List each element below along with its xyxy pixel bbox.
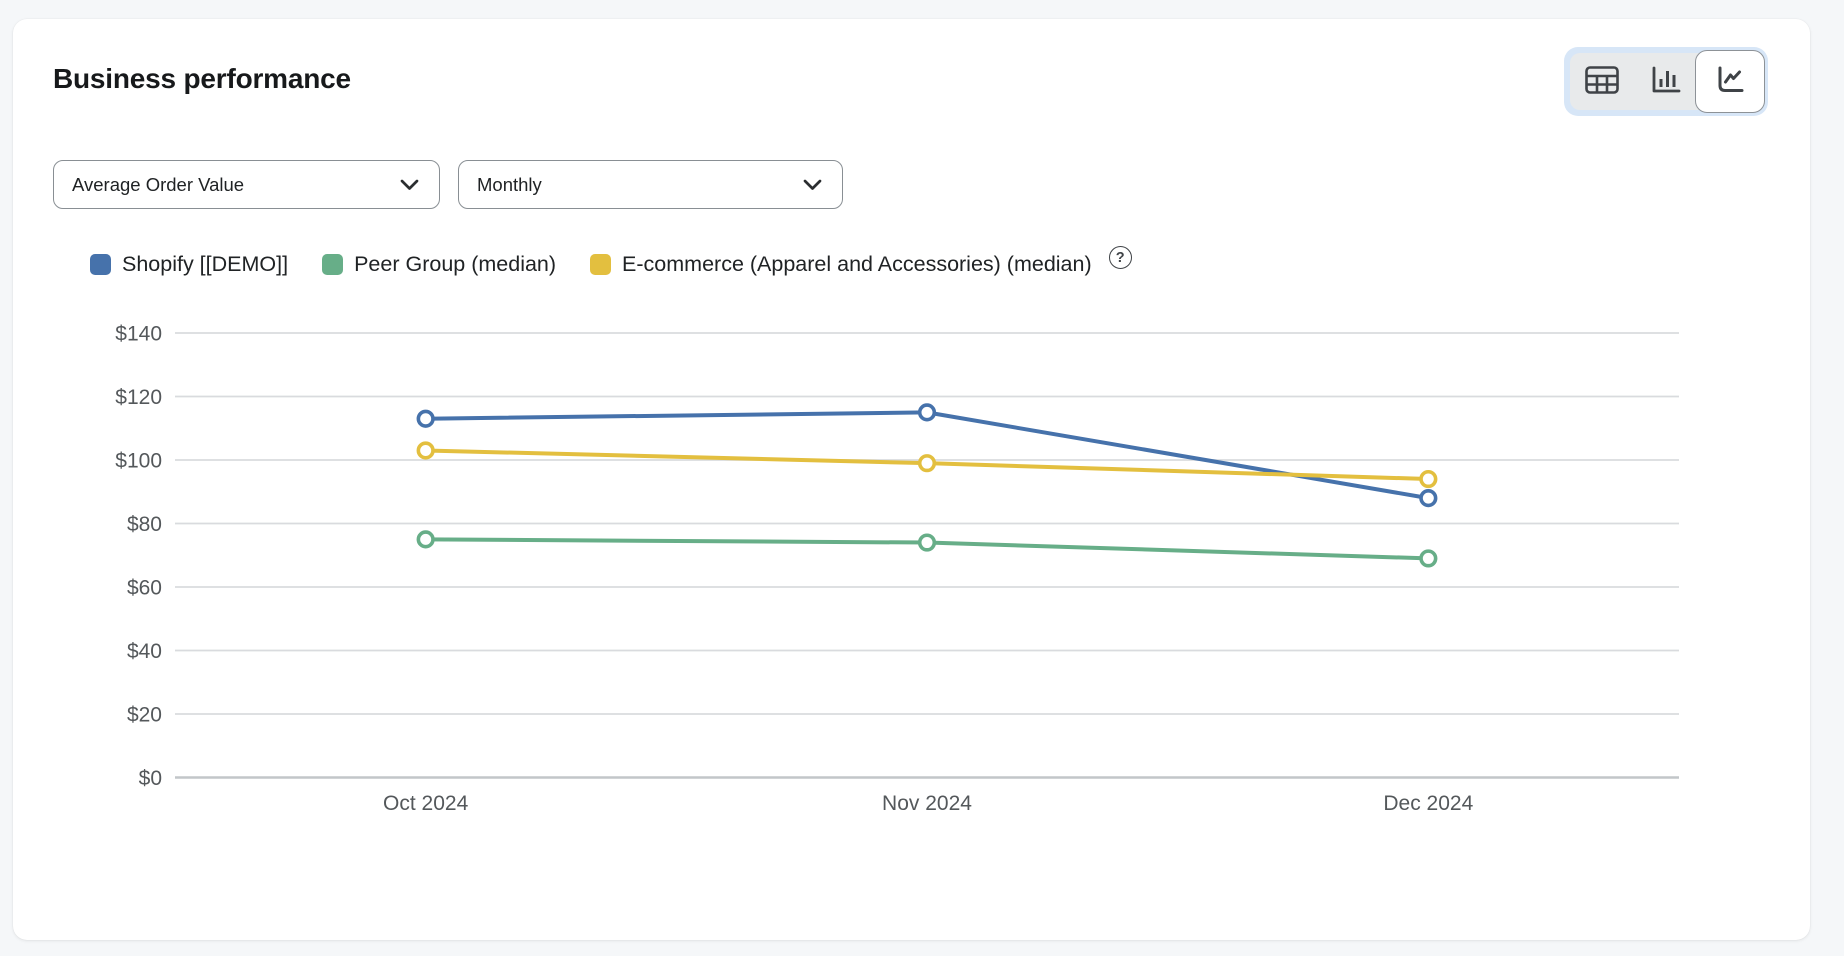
view-toggle-segments [1570, 50, 1765, 113]
line-chart-canvas[interactable]: $0 $20 $40 $60 $80 $100 $120 $140 Oct 2024 Nov 20… [40, 300, 1690, 830]
legend-swatch-ecommerce [590, 254, 612, 275]
svg-text:$120: $120 [115, 386, 162, 409]
line-chart-icon [1714, 65, 1746, 98]
granularity-select-value: Monthly [477, 173, 542, 195]
chevron-down-icon [803, 174, 822, 196]
page-title: Business performance [53, 63, 351, 94]
svg-text:$20: $20 [127, 704, 162, 727]
metric-select[interactable]: Average Order Value [53, 160, 440, 209]
svg-text:$40: $40 [127, 640, 162, 663]
legend-swatch-peer-group [322, 254, 344, 275]
line-chart-view-button[interactable] [1695, 50, 1765, 113]
view-toggle-group [1564, 47, 1768, 116]
metric-select-value: Average Order Value [72, 173, 245, 195]
table-view-button[interactable] [1570, 53, 1634, 110]
svg-text:$60: $60 [127, 577, 162, 600]
legend-swatch-shopify [90, 254, 111, 275]
legend-item-shopify[interactable]: Shopify [[DEMO]] [90, 252, 288, 277]
legend-item-peer-group[interactable]: Peer Group (median) [322, 252, 556, 277]
help-icon[interactable]: ? [1108, 246, 1132, 269]
business-performance-card: Business performance [13, 19, 1810, 940]
table-icon [1585, 66, 1619, 97]
chevron-down-icon [400, 174, 419, 196]
legend-item-ecommerce[interactable]: E-commerce (Apparel and Accessories) (me… [590, 246, 1132, 277]
legend-label: Shopify [[DEMO]] [122, 252, 289, 276]
svg-text:Nov 2024: Nov 2024 [882, 792, 972, 815]
bar-chart-icon [1650, 65, 1682, 98]
granularity-select[interactable]: Monthly [458, 160, 843, 209]
bar-chart-view-button[interactable] [1634, 53, 1698, 110]
svg-text:$80: $80 [127, 513, 162, 536]
legend-label: E-commerce (Apparel and Accessories) (me… [622, 252, 1092, 276]
svg-text:$100: $100 [115, 450, 162, 473]
svg-text:$140: $140 [115, 323, 162, 346]
svg-text:Oct 2024: Oct 2024 [383, 792, 469, 815]
legend-label: Peer Group (median) [354, 252, 557, 276]
svg-text:$0: $0 [139, 767, 162, 790]
svg-text:Dec 2024: Dec 2024 [1383, 792, 1473, 815]
chart-legend: Shopify [[DEMO]] Peer Group (median) E-c… [90, 246, 1132, 277]
